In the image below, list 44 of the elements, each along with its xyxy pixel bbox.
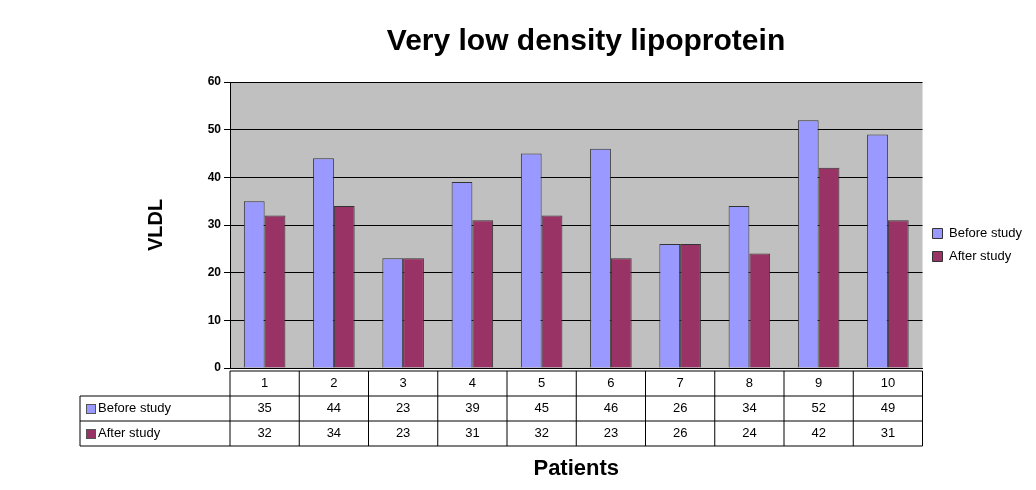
- data-label: 26: [672, 425, 688, 441]
- data-label: 23: [395, 400, 411, 416]
- x-tick-label: 5: [538, 375, 546, 391]
- text: After study: [98, 425, 161, 441]
- data-label: 49: [880, 400, 896, 416]
- x-tick-label: 8: [745, 375, 753, 391]
- y-tick-label: 60: [207, 74, 222, 89]
- x-tick-label: 1: [261, 375, 269, 391]
- y-tick-label: 30: [207, 217, 222, 232]
- data-label: 46: [603, 400, 619, 416]
- data-label: 23: [603, 425, 619, 441]
- data-label: 34: [742, 400, 757, 416]
- y-tick-label: 40: [207, 169, 222, 184]
- text: Before study: [98, 400, 171, 416]
- y-tick-label: 20: [207, 264, 222, 279]
- x-tick-label: 4: [468, 375, 476, 391]
- data-label: 31: [880, 425, 896, 441]
- y-axis-title: VLDL: [143, 198, 166, 252]
- data-label: 45: [534, 400, 549, 416]
- data-label: 35: [257, 400, 272, 416]
- data-label: 42: [811, 425, 826, 441]
- data-label: 32: [534, 425, 549, 441]
- data-label: 44: [326, 400, 342, 416]
- x-tick-label: 10: [880, 375, 896, 391]
- y-tick-label: 50: [207, 121, 222, 136]
- x-tick-label: 6: [607, 375, 615, 391]
- data-label: 52: [811, 400, 826, 416]
- data-label: 31: [465, 425, 480, 441]
- chart-title: Very low density lipoprotein: [386, 23, 786, 57]
- data-label: 26: [672, 400, 688, 416]
- legend-label: Before study: [949, 225, 1023, 241]
- x-tick-label: 9: [815, 375, 823, 391]
- y-tick-label: 10: [207, 312, 222, 327]
- x-axis-title: Patients: [533, 454, 620, 480]
- y-tick-label: 0: [214, 360, 222, 375]
- legend-label: After study: [949, 248, 1012, 264]
- x-tick-label: 3: [399, 375, 407, 391]
- data-label: 24: [742, 425, 757, 441]
- data-label: 32: [257, 425, 272, 441]
- x-tick-label: 7: [676, 375, 684, 391]
- data-label: 39: [465, 400, 480, 416]
- data-label: 23: [395, 425, 411, 441]
- data-label: 34: [326, 425, 342, 441]
- x-tick-label: 2: [330, 375, 338, 391]
